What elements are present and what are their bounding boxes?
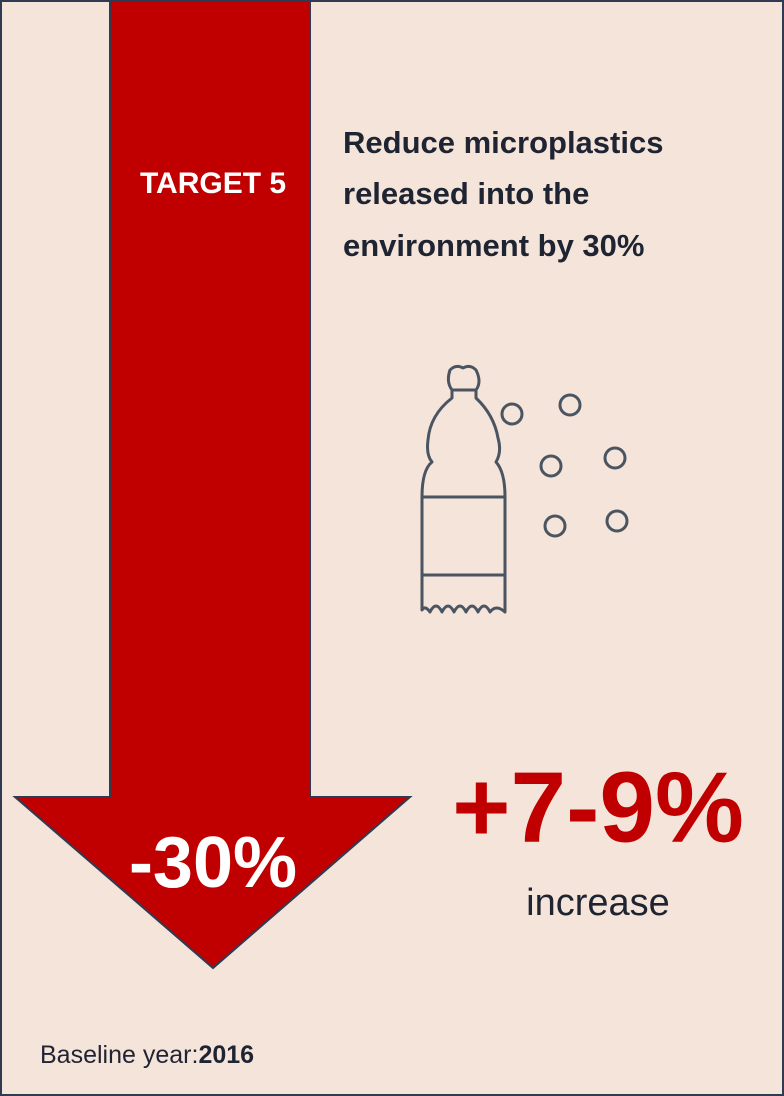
target-description: released into the: [343, 176, 589, 211]
target-label: TARGET 5: [140, 167, 286, 200]
reduction-value: -30%: [129, 823, 297, 903]
baseline-year: 2016: [198, 1041, 254, 1069]
arrow: [12, 0, 413, 970]
target-description: Reduce microplastics: [343, 125, 663, 160]
result-caption: increase: [526, 882, 670, 924]
baseline: Baseline year:2016: [40, 1041, 254, 1069]
bottle-icon: [420, 364, 629, 614]
target-description: environment by 30%: [343, 228, 644, 263]
baseline-label: Baseline year:: [40, 1041, 198, 1069]
result-value: +7-9%: [452, 751, 744, 863]
